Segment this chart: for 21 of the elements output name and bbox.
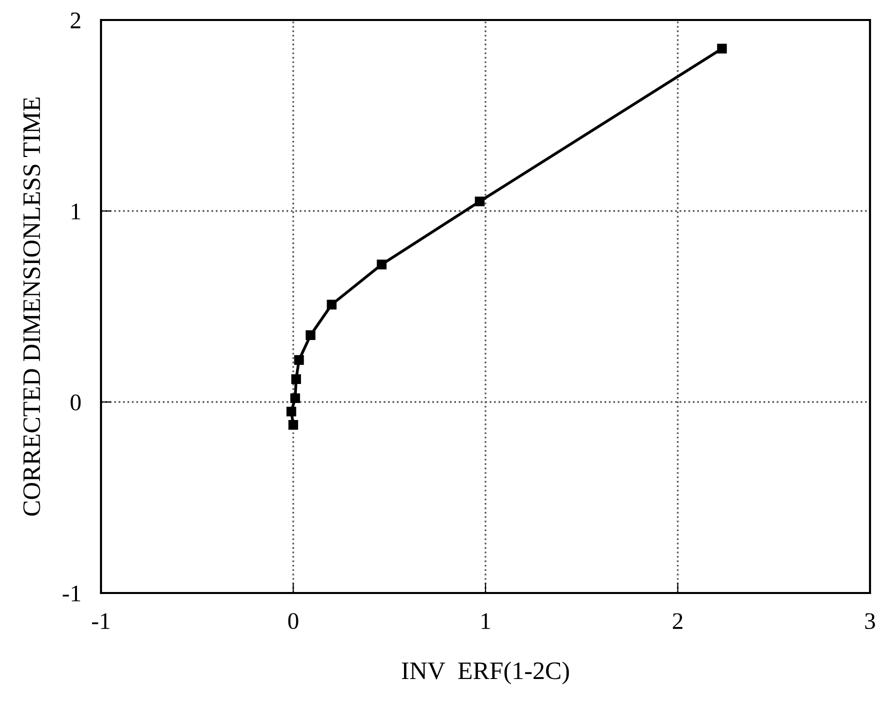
x-axis-title: INV ERF(1-2C) xyxy=(402,662,569,684)
x-tick-label: -1 xyxy=(92,613,110,629)
point xyxy=(291,374,301,384)
y-tick-label: 1 xyxy=(72,204,80,220)
point xyxy=(376,260,387,270)
x-tick-label: 3 xyxy=(865,613,875,630)
point xyxy=(294,355,304,365)
point xyxy=(286,406,296,416)
point xyxy=(717,44,727,54)
point xyxy=(290,393,300,404)
point xyxy=(326,300,337,310)
y-tick-label: 0 xyxy=(70,394,81,410)
y-axis-title: CORRECTED DIMENSIONLESS TIME xyxy=(23,98,40,516)
x-tick-label: 2 xyxy=(672,613,682,629)
y-tick-label: 2 xyxy=(70,12,80,28)
point xyxy=(288,420,298,430)
point xyxy=(306,330,316,340)
y-tick-label: -1 xyxy=(62,586,80,602)
x-tick-label: 0 xyxy=(288,613,298,630)
x-tick-label: 1 xyxy=(482,613,490,629)
point xyxy=(474,196,485,206)
